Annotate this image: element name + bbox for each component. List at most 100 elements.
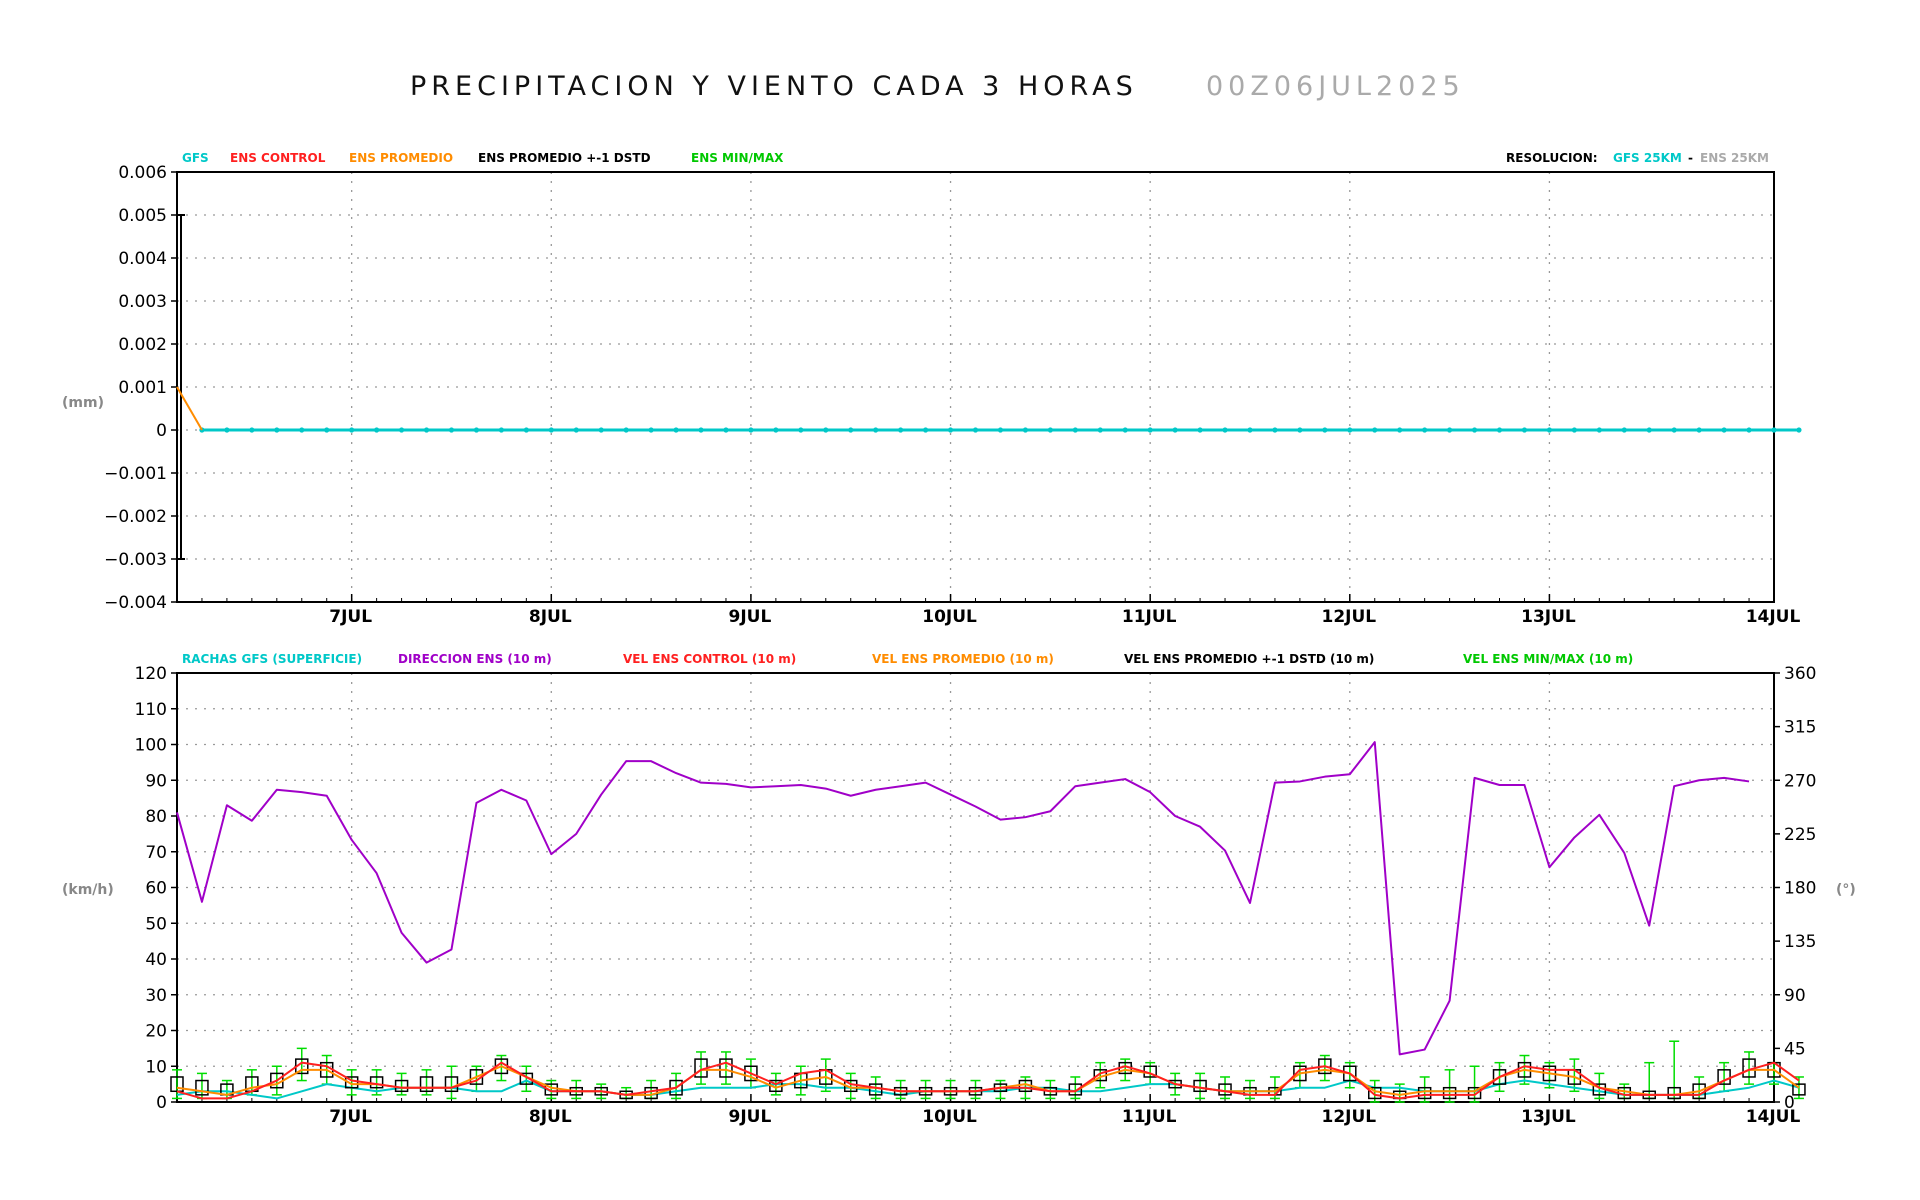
precip-legend: GFS ENS CONTROL ENS PROMEDIO ENS PROMEDI… bbox=[182, 151, 1769, 165]
y-tick-label: 10 bbox=[145, 1057, 167, 1077]
precip-gfs-point bbox=[773, 427, 779, 433]
precip-gfs-point bbox=[1696, 427, 1702, 433]
precip-gfs-point bbox=[1571, 427, 1577, 433]
wind-std-box bbox=[1492, 1069, 1507, 1085]
y-right-tick-label: 270 bbox=[1784, 771, 1816, 791]
precip-gfs-point bbox=[1771, 427, 1777, 433]
precip-gfs-point bbox=[1471, 427, 1478, 433]
y-right-tick-label: 0 bbox=[1784, 1093, 1795, 1113]
precipitation-panel: 0.006 0.005 0.004 0.003 0.002 0.001 0 −0.001 −0.… bbox=[104, 163, 1802, 627]
wind-direccion-line bbox=[176, 741, 1750, 1056]
y-tick-label: 90 bbox=[145, 771, 167, 791]
x-day-label: 14JUL bbox=[1746, 1107, 1801, 1127]
y-right-tick-label: 45 bbox=[1784, 1039, 1806, 1059]
precip-gfs-point bbox=[1447, 427, 1453, 433]
y-tick-label: 70 bbox=[145, 843, 167, 863]
y-tick-label: 50 bbox=[145, 914, 167, 934]
x-day-label: 7JUL bbox=[329, 1107, 372, 1127]
legend-vel-control: VEL ENS CONTROL (10 m) bbox=[623, 652, 796, 666]
precip-gfs-point bbox=[1322, 427, 1328, 433]
y-right-tick-label: 225 bbox=[1784, 825, 1816, 845]
x-day-label: 13JUL bbox=[1521, 1107, 1576, 1127]
precip-gfs-point bbox=[1397, 427, 1403, 433]
wind-std-box bbox=[1068, 1083, 1083, 1096]
x-day-label: 12JUL bbox=[1321, 1107, 1376, 1127]
precip-gfs-point bbox=[848, 427, 854, 433]
y-tick-label: 0.001 bbox=[118, 378, 167, 398]
legend-ens-promedio: ENS PROMEDIO bbox=[349, 151, 453, 165]
legend-vel-promedio: VEL ENS PROMEDIO (10 m) bbox=[872, 652, 1054, 666]
x-day-label: 14JUL bbox=[1746, 607, 1801, 627]
wind-std-box bbox=[1467, 1086, 1482, 1100]
y-tick-label: 110 bbox=[135, 700, 167, 720]
y-tick-label: −0.001 bbox=[104, 464, 167, 484]
precip-gfs-point bbox=[1621, 427, 1627, 433]
precip-ens-promedio-line bbox=[176, 386, 203, 431]
x-day-label: 13JUL bbox=[1521, 607, 1576, 627]
x-day-label: 8JUL bbox=[529, 607, 572, 627]
y-right-tick-label: 315 bbox=[1784, 718, 1816, 738]
y-tick-label: 20 bbox=[145, 1022, 167, 1042]
y-tick-label: −0.002 bbox=[104, 507, 167, 527]
precip-gfs-point bbox=[1247, 427, 1253, 433]
y-tick-label: 100 bbox=[135, 736, 167, 756]
precip-gfs-point bbox=[798, 427, 804, 433]
plot-frame bbox=[176, 672, 1775, 1103]
chart-title: PRECIPITACION Y VIENTO CADA 3 HORAS bbox=[410, 71, 1138, 102]
legend-resolucion-sep: - bbox=[1688, 151, 1693, 165]
legend-ens-minmax: ENS MIN/MAX bbox=[691, 151, 784, 165]
precip-gfs-point bbox=[1596, 427, 1602, 433]
wind-std-box bbox=[419, 1076, 434, 1093]
y-right-tick-label: 90 bbox=[1784, 986, 1806, 1006]
precip-gfs-point bbox=[1721, 427, 1727, 433]
legend-ens-control: ENS CONTROL bbox=[230, 151, 326, 165]
precip-gfs-point bbox=[598, 427, 604, 433]
precip-gfs-point bbox=[498, 427, 504, 433]
precip-gfs-point bbox=[448, 427, 455, 433]
precip-gfs-point bbox=[473, 427, 480, 433]
precip-gfs-point bbox=[823, 427, 829, 433]
precip-gfs-point bbox=[1297, 427, 1303, 433]
precip-gfs-point bbox=[623, 427, 629, 433]
x-day-label: 10JUL bbox=[922, 1107, 977, 1127]
precip-gfs-point bbox=[249, 427, 255, 433]
legend-vel-minmax: VEL ENS MIN/MAX (10 m) bbox=[1463, 652, 1633, 666]
y-tick-label: 0 bbox=[156, 421, 167, 441]
y-tick-label: 0.002 bbox=[118, 335, 167, 355]
y-tick-label: 80 bbox=[145, 807, 167, 827]
y-right-tick-label: 180 bbox=[1784, 879, 1816, 899]
x-day-label: 10JUL bbox=[922, 607, 977, 627]
precip-gfs-point bbox=[1347, 427, 1353, 433]
wind-std-box bbox=[744, 1065, 758, 1082]
precip-gfs-point bbox=[1122, 427, 1128, 433]
precip-gfs-point bbox=[1422, 427, 1428, 433]
x-day-label: 9JUL bbox=[729, 607, 772, 627]
legend-gfs: GFS bbox=[182, 151, 209, 165]
precip-gfs-point bbox=[698, 427, 704, 433]
legend-vel-std: VEL ENS PROMEDIO +-1 DSTD (10 m) bbox=[1124, 652, 1374, 666]
x-day-label: 11JUL bbox=[1122, 607, 1177, 627]
precip-gfs-point bbox=[1072, 427, 1078, 433]
precip-gfs-point bbox=[898, 427, 904, 433]
precip-gfs-point bbox=[224, 427, 230, 433]
legend-resolucion-ens: ENS 25KM bbox=[1700, 151, 1769, 165]
legend-resolucion-gfs: GFS 25KM bbox=[1613, 151, 1682, 165]
precip-gfs-point bbox=[673, 427, 679, 433]
precip-gfs-point bbox=[723, 427, 729, 433]
precip-gfs-point bbox=[1222, 427, 1228, 433]
wind-std-box bbox=[1792, 1083, 1806, 1096]
precip-gfs-point bbox=[1172, 427, 1178, 433]
legend-resolucion: RESOLUCION: bbox=[1506, 151, 1598, 165]
x-day-label: 9JUL bbox=[729, 1107, 772, 1127]
precip-gfs-point bbox=[972, 427, 979, 433]
wind-panel: 1201101009080706050403020100360315270225… bbox=[135, 664, 1817, 1127]
precip-gfs-point bbox=[873, 427, 879, 433]
y-tick-label: 0.006 bbox=[118, 163, 167, 183]
wind-std-box bbox=[1442, 1086, 1457, 1100]
precip-gfs-point bbox=[947, 427, 954, 433]
precip-gfs-point bbox=[1097, 427, 1103, 433]
legend-ens-std: ENS PROMEDIO +-1 DSTD bbox=[478, 151, 651, 165]
precip-gfs-point bbox=[1521, 427, 1528, 433]
precip-gfs-point bbox=[1746, 427, 1752, 433]
